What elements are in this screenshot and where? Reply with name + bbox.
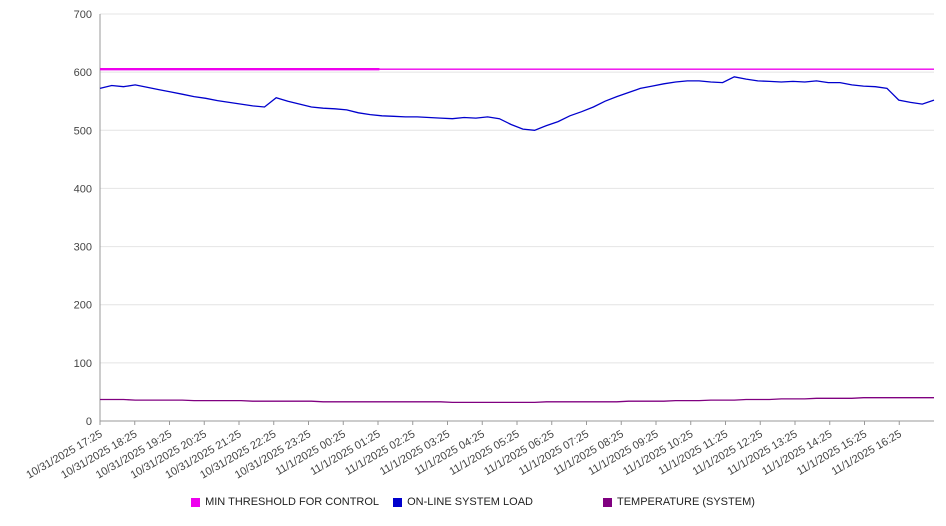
svg-text:300: 300 [74, 242, 92, 254]
legend-swatch-min-threshold-icon [191, 497, 201, 507]
svg-text:600: 600 [74, 67, 92, 79]
svg-text:100: 100 [74, 358, 92, 370]
svg-text:0: 0 [86, 416, 92, 428]
legend-swatch-system-load-icon [393, 497, 403, 507]
legend-item-system-load[interactable]: ON-LINE SYSTEM LOAD [393, 496, 533, 508]
legend-label-temperature: TEMPERATURE (SYSTEM) [616, 496, 755, 508]
legend-item-temperature[interactable]: TEMPERATURE (SYSTEM) [602, 496, 755, 508]
svg-text:200: 200 [74, 300, 92, 312]
svg-text:500: 500 [74, 125, 92, 137]
legend-label-min-threshold: MIN THRESHOLD FOR CONTROL [205, 496, 380, 508]
legend-label-system-load: ON-LINE SYSTEM LOAD [407, 496, 533, 508]
legend-swatch-temperature-icon [602, 497, 612, 507]
chart-legend: MIN THRESHOLD FOR CONTROL ON-LINE SYSTEM… [0, 496, 946, 524]
legend-item-min-threshold[interactable]: MIN THRESHOLD FOR CONTROL [191, 496, 379, 508]
svg-text:700: 700 [74, 9, 92, 21]
svg-text:400: 400 [74, 183, 92, 195]
